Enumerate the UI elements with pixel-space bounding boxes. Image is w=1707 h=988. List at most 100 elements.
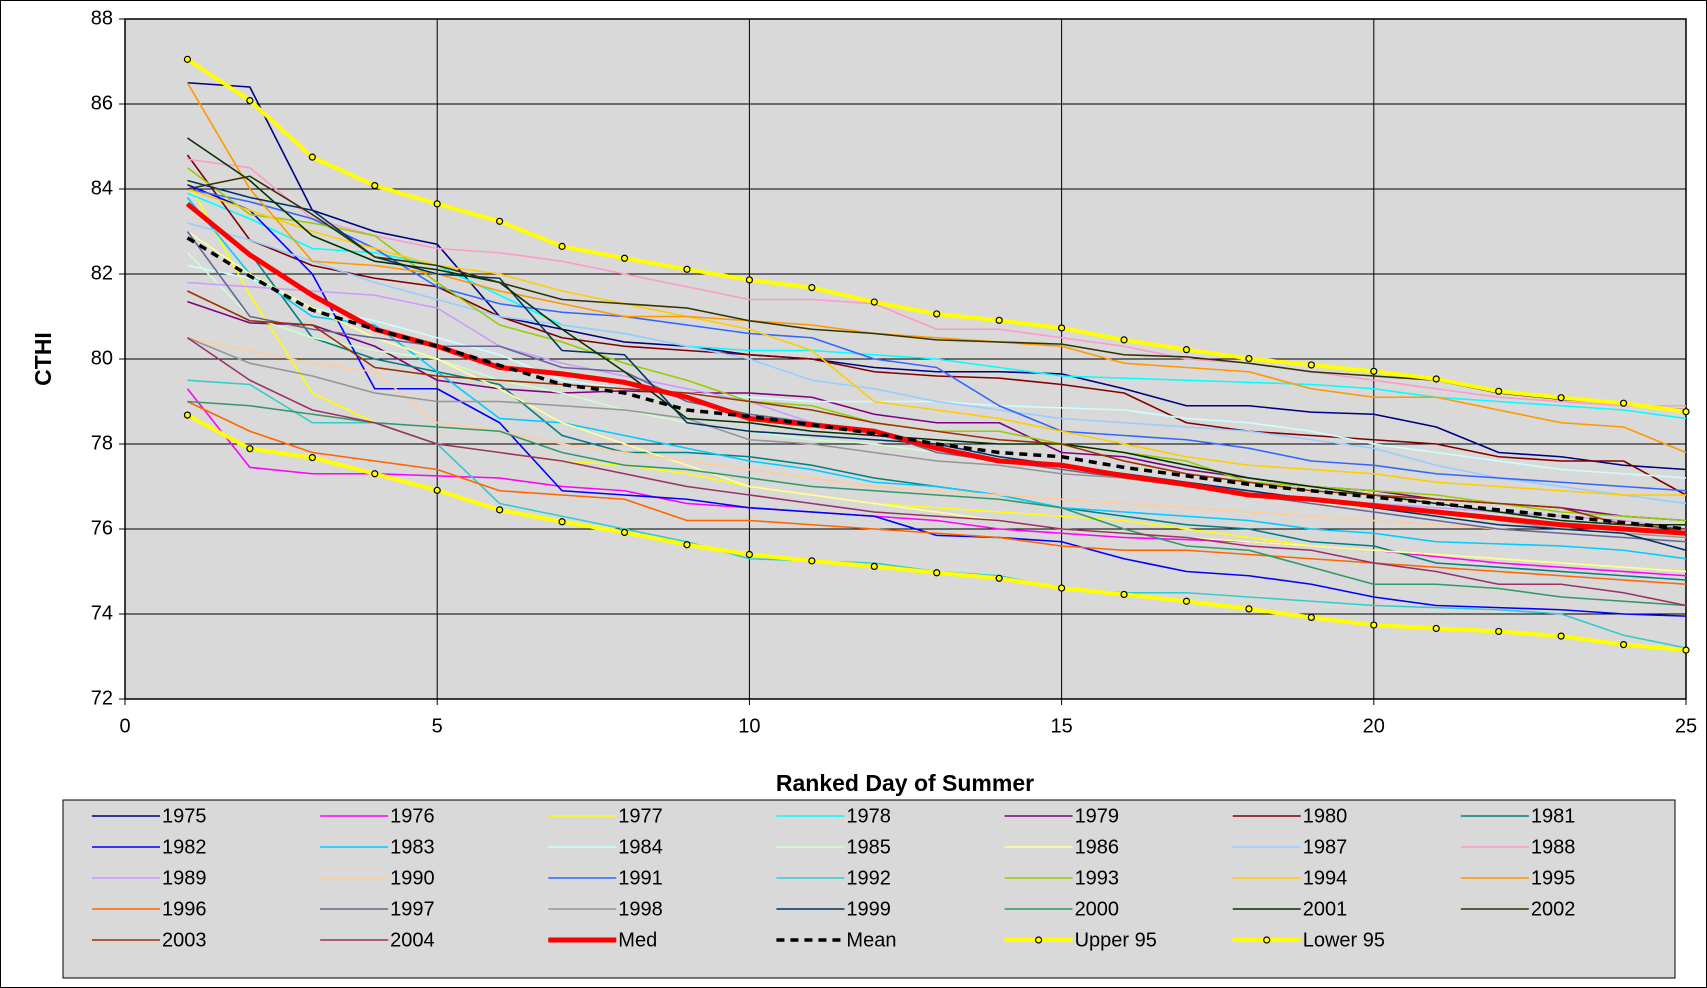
- legend-label: 1987: [1303, 836, 1348, 858]
- series-marker: [1120, 590, 1128, 599]
- series-marker: [995, 316, 1003, 324]
- series-marker: [308, 454, 316, 462]
- legend-label: 1986: [1075, 836, 1120, 858]
- series-marker: [183, 55, 192, 63]
- series-line: [186, 236, 1687, 531]
- series-line: [187, 81, 1687, 471]
- series-marker: [620, 254, 629, 262]
- series-marker: [1370, 367, 1378, 375]
- legend-label: 1975: [162, 805, 207, 827]
- series-marker: [1619, 399, 1628, 407]
- y-tick-label: 88: [91, 7, 113, 29]
- legend-label: 1992: [846, 867, 891, 889]
- series-marker: [683, 265, 691, 273]
- series-line: [187, 290, 1687, 530]
- legend-label: 1993: [1075, 867, 1120, 889]
- series-line: [185, 201, 1687, 536]
- x-tick-label: 20: [1363, 715, 1385, 737]
- series-line: [187, 158, 1686, 407]
- series-marker: [558, 242, 566, 250]
- legend-label: 1988: [1531, 836, 1576, 858]
- series-line: [187, 336, 1687, 543]
- series-line: [187, 184, 1687, 617]
- legend-label: 1979: [1075, 805, 1120, 827]
- legend-label: 2001: [1303, 898, 1348, 920]
- series-marker: [496, 506, 504, 514]
- series-marker: [1495, 387, 1503, 395]
- series-line: [186, 230, 1687, 573]
- series-marker: [808, 284, 816, 292]
- series-line: [187, 400, 1687, 586]
- legend-label: 1998: [618, 898, 663, 920]
- series-marker: [1432, 624, 1440, 633]
- y-tick-label: 72: [91, 687, 113, 709]
- series-marker: [183, 411, 192, 419]
- series-marker: [246, 96, 254, 105]
- legend-label: 2000: [1075, 898, 1120, 920]
- series-line: [186, 337, 1687, 607]
- y-tick-label: 80: [91, 347, 113, 369]
- legend-label: 1982: [162, 836, 207, 858]
- series-marker: [246, 445, 254, 453]
- series-line: [187, 188, 1687, 492]
- legend-label: Upper 95: [1075, 929, 1157, 951]
- series-marker: [1619, 640, 1628, 649]
- legend-marker: [1034, 936, 1043, 944]
- legend-label: 1994: [1303, 867, 1348, 889]
- legend-label: 1983: [390, 836, 435, 858]
- series-marker: [371, 470, 379, 478]
- legend-label: 2003: [162, 929, 207, 951]
- series-marker: [433, 486, 441, 494]
- legend-label: Lower 95: [1303, 929, 1385, 951]
- series-marker: [1682, 408, 1690, 416]
- legend-label: 1977: [618, 805, 663, 827]
- series-line: [187, 222, 1687, 505]
- x-tick-label: 10: [738, 715, 760, 737]
- series-marker: [1682, 646, 1690, 654]
- y-tick-label: 84: [91, 177, 113, 199]
- legend-label: 2004: [390, 929, 435, 951]
- series-marker: [933, 569, 941, 577]
- series-marker: [1495, 627, 1503, 636]
- series-line: [186, 388, 1687, 577]
- legend-label: 1999: [846, 898, 891, 920]
- series-line: [186, 196, 1687, 560]
- legend-label: Mean: [846, 929, 896, 951]
- legend-label: 1978: [846, 805, 891, 827]
- x-tick-label: 5: [432, 715, 443, 737]
- series-marker: [995, 574, 1003, 582]
- legend-label: 1990: [390, 867, 435, 889]
- x-tick-label: 25: [1675, 715, 1697, 737]
- series-marker: [1057, 584, 1066, 592]
- legend-label: 1997: [390, 898, 435, 920]
- series-marker: [1370, 621, 1378, 629]
- series-marker: [1557, 394, 1565, 402]
- y-tick-label: 76: [91, 517, 113, 539]
- series-marker: [1557, 632, 1565, 640]
- y-axis-title: CTHI: [30, 332, 56, 386]
- legend: [62, 799, 1676, 979]
- series-marker: [1245, 354, 1253, 363]
- legend-marker: [1263, 936, 1271, 944]
- series-marker: [308, 153, 316, 161]
- series-marker: [1182, 346, 1191, 354]
- legend-label: 1976: [390, 805, 435, 827]
- series-marker: [1182, 597, 1191, 605]
- x-tick-label: 15: [1050, 715, 1072, 737]
- y-tick-label: 86: [91, 92, 113, 114]
- series-marker: [1432, 375, 1440, 383]
- series-marker: [933, 310, 941, 318]
- legend-label: 1980: [1303, 805, 1348, 827]
- x-axis-title: Ranked Day of Summer: [776, 770, 1034, 796]
- legend-label: 1996: [162, 898, 207, 920]
- series-marker: [870, 562, 878, 571]
- series-marker: [620, 528, 629, 537]
- legend-label: 1995: [1531, 867, 1576, 889]
- series-marker: [496, 217, 504, 225]
- series-marker: [1057, 324, 1066, 332]
- x-tick-label: 0: [119, 715, 130, 737]
- series-marker: [1307, 361, 1315, 369]
- y-tick-label: 74: [91, 602, 113, 624]
- y-tick-label: 82: [91, 262, 113, 284]
